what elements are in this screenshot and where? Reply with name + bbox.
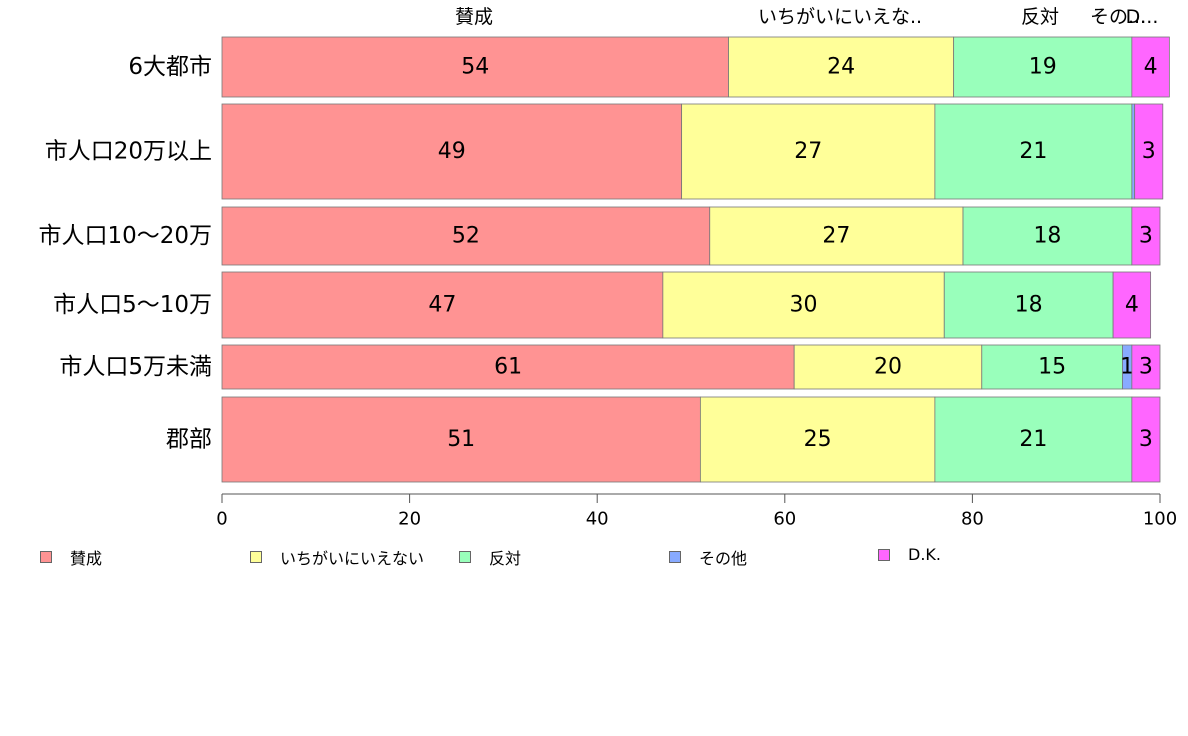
bar-segment xyxy=(221,344,795,390)
legend-swatch-sonota xyxy=(669,551,681,563)
bar-value-label: 61 xyxy=(494,355,522,380)
x-tick-label: 100 xyxy=(1143,509,1177,530)
bar-segment xyxy=(1112,271,1152,339)
bar-segment xyxy=(793,344,983,390)
legend-item-sonota: その他 xyxy=(669,545,747,569)
series-top-label: 賛成 xyxy=(455,6,493,28)
bar-segment xyxy=(1134,103,1164,200)
category-label: 6大都市 xyxy=(128,54,212,80)
bar-segment xyxy=(953,36,1133,98)
bar-value-label: 4 xyxy=(1144,55,1158,80)
bar-value-label: 27 xyxy=(822,224,850,249)
category-label: 市人口10～20万 xyxy=(38,223,212,249)
bar-segment xyxy=(981,344,1123,390)
bar-value-label: 30 xyxy=(790,293,818,318)
legend-item-hantai: 反対 xyxy=(459,545,521,569)
series-top-label: 反対 xyxy=(1021,6,1059,28)
bar-segment xyxy=(934,396,1133,483)
bar-segment xyxy=(221,206,711,266)
bar-value-label: 18 xyxy=(1015,293,1043,318)
category-label: 市人口5万未満 xyxy=(59,354,212,380)
bar-value-label: 52 xyxy=(452,224,480,249)
bar-value-label: 20 xyxy=(874,355,902,380)
series-top-label: その... xyxy=(1090,6,1146,28)
legend-swatch-ichigaini xyxy=(250,551,262,563)
bar-value-label: 27 xyxy=(794,139,822,164)
legend-item-sansei: 賛成 xyxy=(40,545,102,569)
bar-value-label: 15 xyxy=(1038,355,1066,380)
legend-label-dk: D.K. xyxy=(908,545,941,564)
bar-value-label: 24 xyxy=(827,55,855,80)
bar-value-label: 3 xyxy=(1139,355,1153,380)
bar-value-label: 18 xyxy=(1033,224,1061,249)
bar-segment xyxy=(699,396,936,483)
bar-value-label: 4 xyxy=(1125,293,1139,318)
legend-swatch-dk xyxy=(878,548,890,561)
bar-value-label: 47 xyxy=(428,293,456,318)
bar-value-label: 21 xyxy=(1019,427,1047,452)
bar-segment xyxy=(221,396,701,483)
bar-value-label: 21 xyxy=(1019,139,1047,164)
bar-segment xyxy=(728,36,955,98)
bar-segment xyxy=(221,271,664,339)
legend-item-dk: D.K. xyxy=(878,545,941,564)
category-label: 市人口20万以上 xyxy=(45,139,212,165)
legend: 賛成 いちがいにいえない 反対 その他 D.K. xyxy=(0,545,1188,573)
bar-value-label: 25 xyxy=(804,427,832,452)
category-label: 郡部 xyxy=(166,427,212,453)
bar-segment xyxy=(1131,344,1161,390)
bar-segment xyxy=(681,103,936,200)
bar-segment xyxy=(1131,206,1161,266)
legend-swatch-sansei xyxy=(40,551,52,563)
category-label: 市人口5～10万 xyxy=(53,292,212,318)
bar-segment xyxy=(221,103,683,200)
x-tick-label: 60 xyxy=(773,509,796,530)
series-top-label: D... xyxy=(1126,6,1159,28)
bar-segment xyxy=(943,271,1114,339)
bar-value-label: 3 xyxy=(1139,427,1153,452)
x-tick-label: 0 xyxy=(216,509,227,530)
bar-segment xyxy=(662,271,945,339)
bar-value-label: 19 xyxy=(1029,55,1057,80)
legend-label-sonota: その他 xyxy=(699,549,748,568)
series-top-label: いちがいにいえな.. xyxy=(758,6,922,28)
bar-segment xyxy=(934,103,1133,200)
bar-value-label: 51 xyxy=(447,427,475,452)
legend-swatch-hantai xyxy=(459,551,471,563)
bar-segment xyxy=(1131,103,1136,200)
bar-segment xyxy=(1131,36,1170,98)
legend-label-ichigaini: いちがいにいえない xyxy=(280,549,425,568)
bar-value-label: 3 xyxy=(1139,224,1153,249)
bar-value-label: 54 xyxy=(461,55,489,80)
x-tick-label: 40 xyxy=(586,509,609,530)
bar-segment xyxy=(221,36,729,98)
legend-label-sansei: 賛成 xyxy=(70,549,103,568)
legend-label-hantai: 反対 xyxy=(489,549,522,568)
bar-value-label: 3 xyxy=(1142,139,1156,164)
bar-value-label: 1 xyxy=(1120,355,1134,380)
stacked-bar-chart: 54 24 19 4 6大都市 49 27 21 3 市人口20万以上 52 27 18 3 市人口10～2… xyxy=(38,6,1177,530)
x-tick-label: 20 xyxy=(398,509,421,530)
bar-value-label: 49 xyxy=(438,139,466,164)
legend-item-ichigaini: いちがいにいえない xyxy=(250,545,424,569)
bar-segment xyxy=(709,206,964,266)
x-tick-label: 80 xyxy=(961,509,984,530)
bar-segment xyxy=(1131,396,1161,483)
